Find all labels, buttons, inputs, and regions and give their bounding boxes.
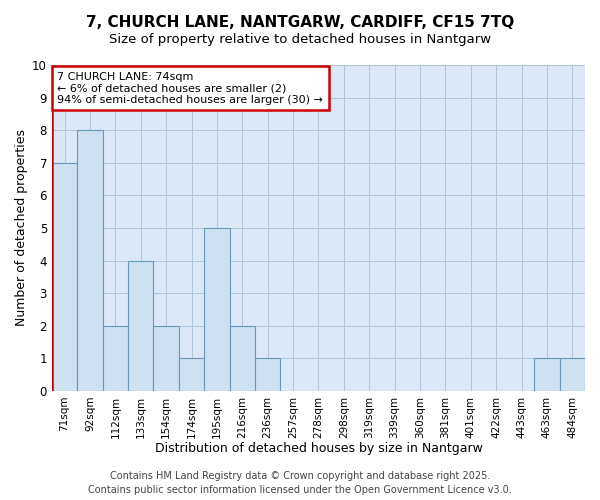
Text: 7 CHURCH LANE: 74sqm
← 6% of detached houses are smaller (2)
94% of semi-detache: 7 CHURCH LANE: 74sqm ← 6% of detached ho… xyxy=(57,72,323,104)
Bar xyxy=(103,326,128,391)
Text: 7, CHURCH LANE, NANTGARW, CARDIFF, CF15 7TQ: 7, CHURCH LANE, NANTGARW, CARDIFF, CF15 … xyxy=(86,15,514,30)
Bar xyxy=(77,130,103,391)
Bar xyxy=(204,228,230,391)
Bar xyxy=(534,358,560,391)
Bar xyxy=(230,326,255,391)
X-axis label: Distribution of detached houses by size in Nantgarw: Distribution of detached houses by size … xyxy=(155,442,482,455)
Bar xyxy=(128,260,154,391)
Y-axis label: Number of detached properties: Number of detached properties xyxy=(15,130,28,326)
Text: Size of property relative to detached houses in Nantgarw: Size of property relative to detached ho… xyxy=(109,32,491,46)
Bar xyxy=(52,163,77,391)
Bar xyxy=(179,358,204,391)
Bar xyxy=(255,358,280,391)
Bar xyxy=(560,358,585,391)
Text: Contains HM Land Registry data © Crown copyright and database right 2025.
Contai: Contains HM Land Registry data © Crown c… xyxy=(88,471,512,495)
Bar xyxy=(154,326,179,391)
